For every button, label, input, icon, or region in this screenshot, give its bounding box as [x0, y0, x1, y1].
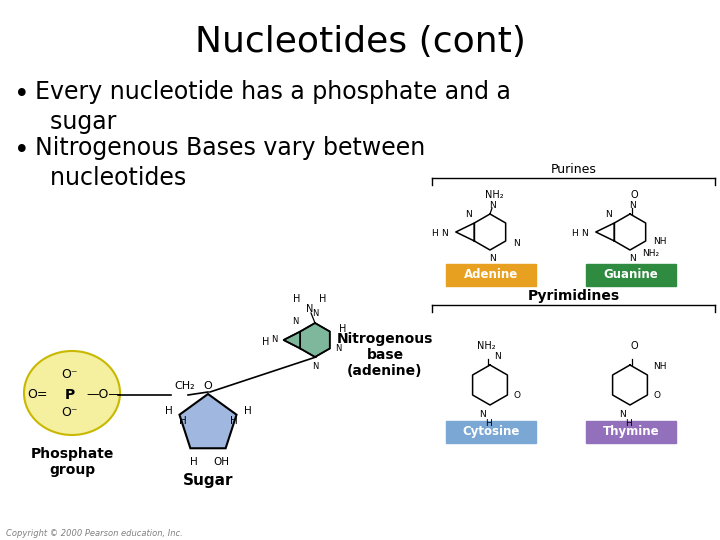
Text: •: •: [14, 82, 30, 108]
Text: H: H: [243, 406, 251, 416]
Text: Purines: Purines: [551, 163, 596, 176]
Text: NH₂: NH₂: [477, 341, 495, 351]
Text: N: N: [489, 254, 495, 263]
Text: H: H: [339, 325, 346, 334]
Text: N: N: [513, 239, 519, 247]
Text: O: O: [630, 190, 638, 200]
Text: N: N: [629, 254, 635, 263]
Text: O: O: [654, 390, 660, 400]
Text: Cytosine: Cytosine: [462, 426, 520, 438]
FancyBboxPatch shape: [446, 264, 536, 286]
Text: Nitrogenous
base
(adenine): Nitrogenous base (adenine): [337, 332, 433, 378]
Text: Nitrogenous Bases vary between
  nucleotides: Nitrogenous Bases vary between nucleotid…: [35, 136, 426, 190]
Text: O: O: [204, 381, 212, 391]
Text: H: H: [625, 419, 631, 428]
Text: N: N: [619, 410, 626, 419]
Text: H: H: [431, 230, 438, 239]
Text: Adenine: Adenine: [464, 268, 518, 281]
Text: Guanine: Guanine: [603, 268, 658, 281]
Text: N: N: [629, 201, 635, 210]
Text: H: H: [191, 457, 198, 467]
Text: P: P: [65, 388, 75, 402]
Text: OH: OH: [214, 457, 230, 467]
Text: O=: O=: [27, 388, 48, 402]
Text: Pyrimidines: Pyrimidines: [528, 289, 620, 303]
Text: N: N: [489, 201, 495, 210]
Text: N: N: [335, 344, 341, 353]
Text: NH: NH: [654, 362, 667, 371]
Text: N: N: [581, 230, 588, 239]
FancyBboxPatch shape: [446, 421, 536, 443]
Text: Copyright © 2000 Pearson education, Inc.: Copyright © 2000 Pearson education, Inc.: [6, 529, 183, 537]
Text: H: H: [571, 230, 577, 239]
Text: H: H: [230, 416, 238, 426]
Text: Thymine: Thymine: [603, 426, 660, 438]
Text: H: H: [165, 406, 172, 416]
Text: H: H: [319, 294, 327, 304]
Text: CH₂: CH₂: [174, 381, 194, 391]
FancyBboxPatch shape: [586, 264, 676, 286]
Polygon shape: [284, 323, 330, 357]
Text: NH₂: NH₂: [485, 190, 503, 200]
Text: N: N: [441, 230, 448, 239]
Ellipse shape: [24, 351, 120, 435]
Text: O⁻: O⁻: [62, 407, 78, 420]
Text: O: O: [513, 390, 521, 400]
Text: H: H: [179, 416, 186, 426]
Text: Sugar: Sugar: [183, 472, 233, 488]
Text: Nucleotides (cont): Nucleotides (cont): [194, 25, 526, 59]
Text: N: N: [312, 309, 318, 318]
Text: Every nucleotide has a phosphate and a
  sugar: Every nucleotide has a phosphate and a s…: [35, 80, 511, 134]
Text: N: N: [292, 318, 298, 327]
Text: NH₂: NH₂: [642, 249, 659, 259]
Text: H: H: [262, 337, 269, 347]
Text: N: N: [494, 352, 500, 361]
Polygon shape: [179, 394, 237, 448]
Text: O⁻: O⁻: [62, 368, 78, 381]
Text: N: N: [271, 335, 277, 345]
Text: H: H: [485, 419, 491, 428]
Text: •: •: [14, 138, 30, 164]
Text: O: O: [630, 341, 638, 351]
FancyBboxPatch shape: [586, 421, 676, 443]
Text: —O—: —O—: [86, 388, 121, 402]
Text: N: N: [306, 304, 314, 314]
Text: Phosphate
group: Phosphate group: [30, 447, 114, 477]
Text: N: N: [480, 410, 486, 419]
Text: NH: NH: [652, 238, 666, 246]
Text: N: N: [312, 362, 318, 371]
Text: N: N: [466, 210, 472, 219]
Text: N: N: [606, 210, 612, 219]
Text: H: H: [293, 294, 301, 304]
